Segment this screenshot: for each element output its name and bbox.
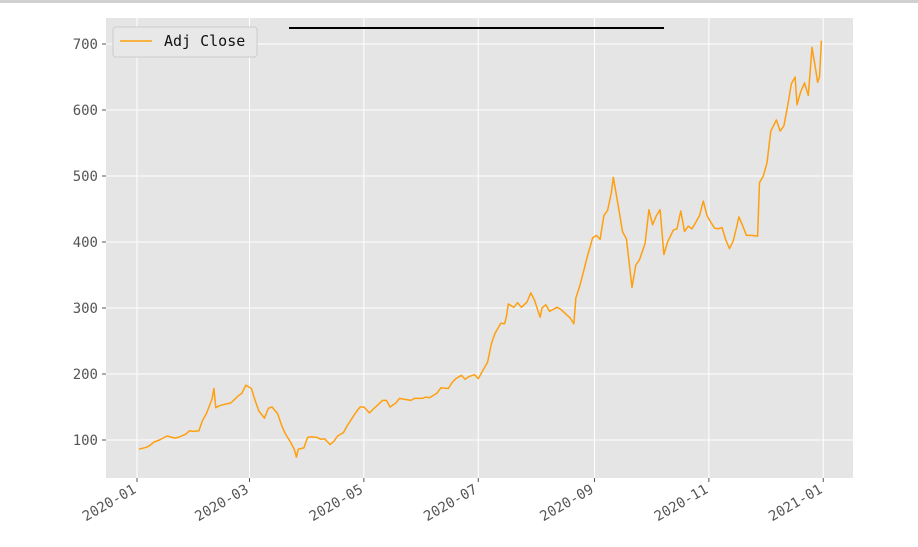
- legend: Adj Close: [112, 26, 258, 58]
- legend-label: Adj Close: [164, 32, 245, 50]
- x-tick-label: 2020-01: [80, 482, 139, 525]
- x-tick-label: 2020-09: [537, 482, 596, 525]
- y-tick-label: 100: [73, 433, 98, 449]
- y-tick-label: 600: [73, 103, 98, 119]
- x-tick-label: 2020-07: [421, 482, 480, 525]
- series-line-adj-close: [138, 40, 823, 458]
- grid-lines: [106, 18, 853, 478]
- y-tick-label: 200: [73, 367, 98, 383]
- x-tick-label: 2020-03: [192, 482, 251, 525]
- plot-area: [106, 18, 853, 478]
- y-tick-label: 400: [73, 235, 98, 251]
- x-tick-label: 2021-01: [766, 482, 825, 525]
- x-axis: 2020-01 2020-03 2020-05 2020-07 2020-09 2020-…: [80, 478, 825, 525]
- x-tick-label: 2020-11: [652, 482, 711, 525]
- y-tick-label: 300: [73, 301, 98, 317]
- y-axis: 100 200 300 400 500 600 700: [73, 37, 106, 449]
- x-tick-label: 2020-05: [307, 482, 366, 525]
- top-border: [0, 0, 918, 3]
- y-tick-label: 500: [73, 169, 98, 185]
- y-tick-label: 700: [73, 37, 98, 53]
- legend-box: [112, 26, 258, 58]
